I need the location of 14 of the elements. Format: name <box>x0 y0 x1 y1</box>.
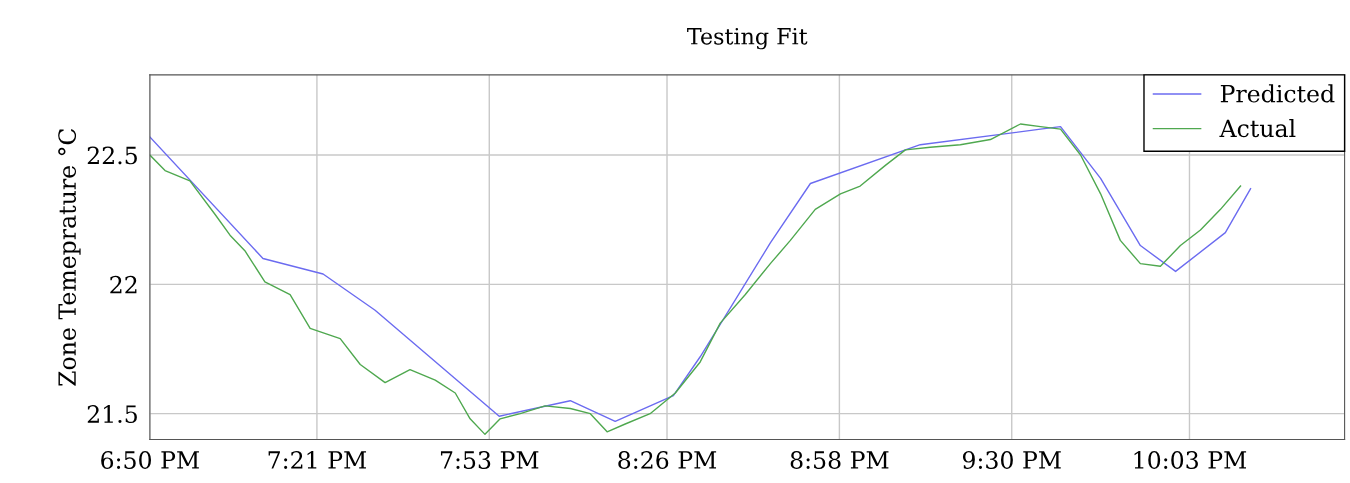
y-tick-label: 22 <box>110 275 137 294</box>
y-tick-label: 22.5 <box>87 146 137 165</box>
legend-label: Predicted <box>1220 84 1335 103</box>
x-tick-label: 7:53 PM <box>440 451 539 469</box>
x-tick-label: 9:30 PM <box>962 451 1061 469</box>
x-tick-label: 8:58 PM <box>790 451 889 469</box>
x-tick-label: 8:26 PM <box>618 451 717 469</box>
y-axis-title: Zone Temeprature °C <box>58 128 81 386</box>
x-tick-label: 6:50 PM <box>101 451 199 469</box>
chart-title: Testing Fit <box>687 27 808 50</box>
legend-label: Actual <box>1219 118 1296 138</box>
x-tick-label: 7:21 PM <box>268 451 367 469</box>
y-tick-label: 21.5 <box>87 405 137 423</box>
x-tick-label: 10:03 PM <box>1134 451 1247 469</box>
